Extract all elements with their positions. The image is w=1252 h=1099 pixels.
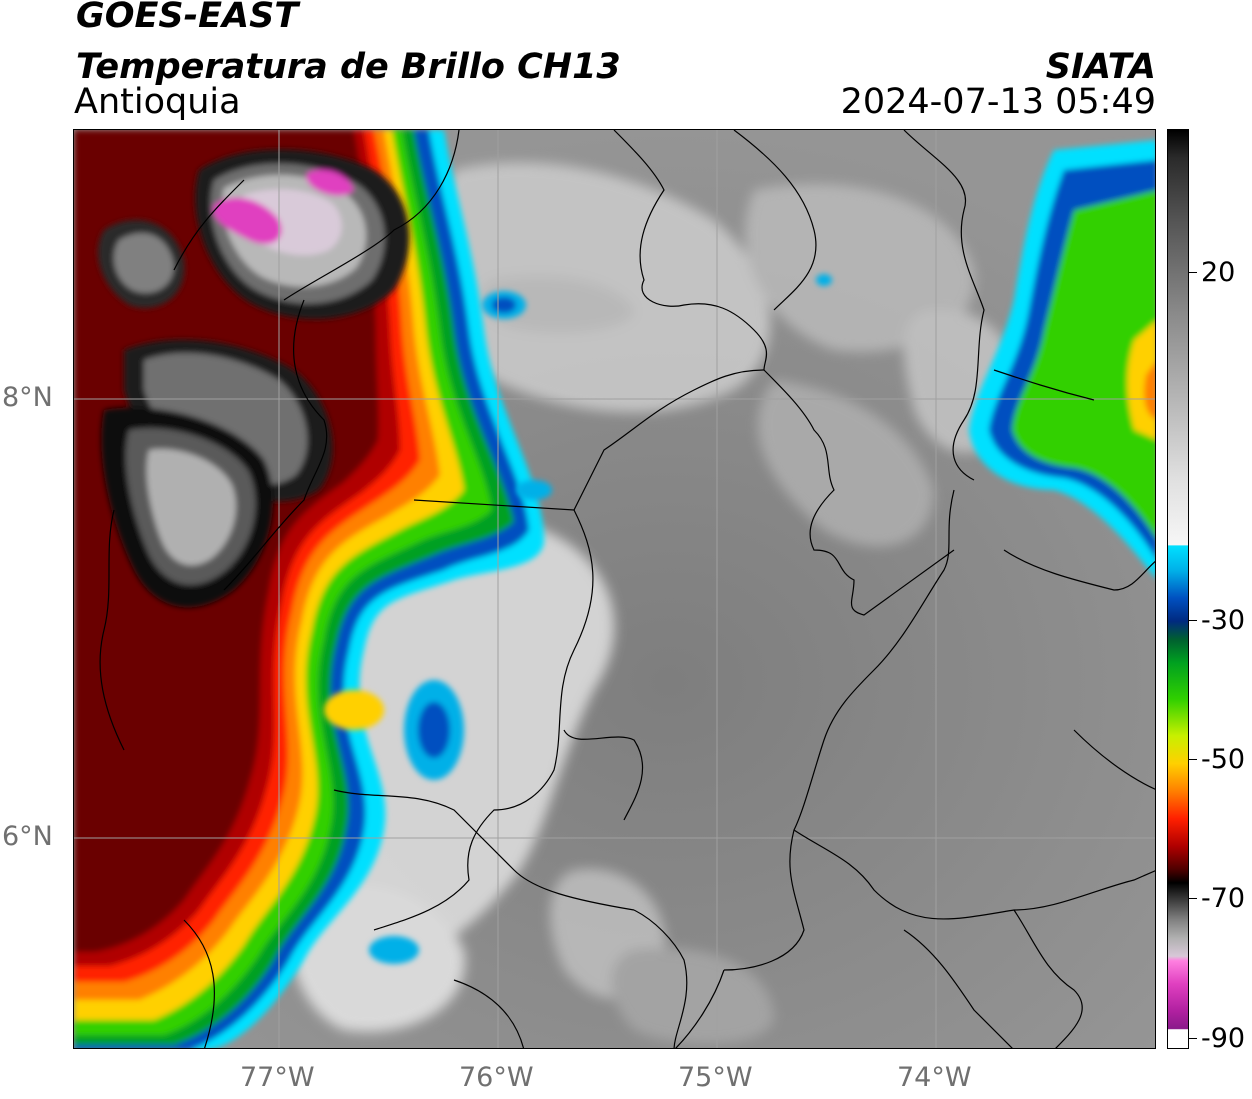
- lon-label-77w: 77°W: [240, 1062, 315, 1093]
- administrative-borders: [99, 130, 1155, 1048]
- colorbar-label-minus50: -50: [1201, 744, 1246, 775]
- colorbar-label-minus90: -90: [1201, 1023, 1246, 1054]
- satellite-imagery: [74, 130, 1155, 1048]
- colorbar-tick-minus30: [1189, 620, 1197, 621]
- colorbar-label-minus70: -70: [1201, 883, 1246, 914]
- cold-cloud-tops: [98, 149, 410, 608]
- organization-label: SIATA: [1045, 47, 1156, 87]
- lat-label-6n: 6°N: [2, 821, 53, 852]
- graticule: [74, 130, 1155, 1048]
- lon-label-76w: 76°W: [459, 1062, 534, 1093]
- colorbar-label-20: 20: [1201, 257, 1236, 288]
- colorbar-tick-minus90: [1189, 1038, 1197, 1039]
- colorbar-label-minus30: -30: [1201, 605, 1246, 636]
- lon-label-75w: 75°W: [678, 1062, 753, 1093]
- temperature-colorbar: [1167, 129, 1189, 1049]
- datetime-label: 2024-07-13 05:49: [840, 82, 1156, 122]
- region-subtitle: Antioquia: [74, 82, 241, 122]
- lat-label-8n: 8°N: [2, 382, 53, 413]
- colorbar-tick-minus50: [1189, 759, 1197, 760]
- lon-label-74w: 74°W: [897, 1062, 972, 1093]
- colorbar-tick-20: [1189, 272, 1197, 273]
- title-line-1: GOES-EAST: [76, 0, 299, 36]
- colorbar-tick-minus70: [1189, 898, 1197, 899]
- satellite-map: [73, 129, 1156, 1049]
- convective-system-east: [969, 140, 1155, 578]
- title-line-2: Temperatura de Brillo CH13: [76, 47, 621, 87]
